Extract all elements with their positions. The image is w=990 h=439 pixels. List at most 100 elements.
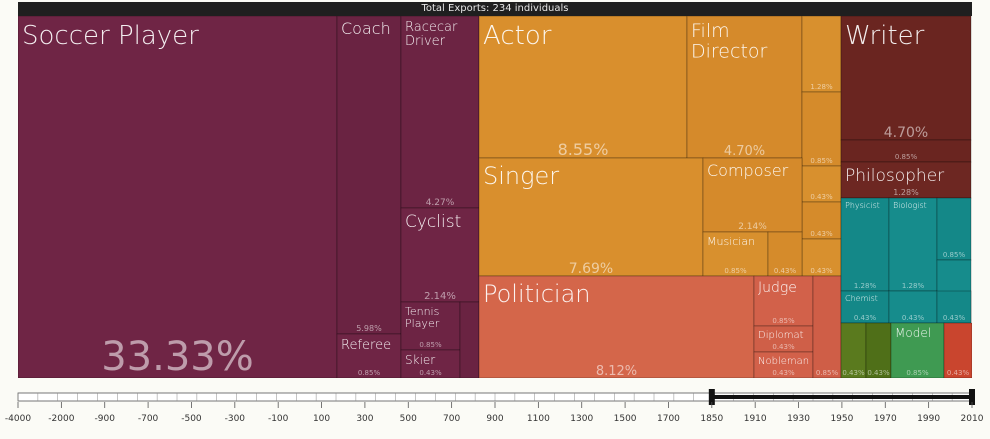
tile-biologist[interactable]: Biologist 1.28%: [888, 197, 938, 292]
tile-referee[interactable]: Referee 0.85%: [336, 333, 402, 378]
timeline-slider[interactable]: -4000 -2000 -900 -700 -500 -300 -100 100 300 500 7…: [0, 384, 990, 439]
treemap[interactable]: Soccer Player 33.33% Coach 5.98% Referee 0.85…: [18, 16, 972, 378]
tile-gov-a[interactable]: 0.85%: [812, 275, 842, 378]
timeline-tick-label: -900: [95, 414, 116, 424]
tile-sci-a[interactable]: 0.85%: [936, 197, 972, 261]
tile-nobleman[interactable]: Nobleman 0.43%: [753, 351, 814, 378]
tile-physicist[interactable]: Physicist 1.28%: [840, 197, 890, 292]
tile-arts-f[interactable]: 0.43%: [767, 231, 803, 277]
tile-racecar[interactable]: Racecar Driver 4.27%: [400, 16, 480, 209]
tile-rect: [702, 231, 769, 277]
tile-model[interactable]: Model 0.85%: [890, 322, 945, 378]
tile-arts-c[interactable]: 0.43%: [801, 165, 842, 203]
tile-share: 4.70%: [724, 144, 765, 159]
timeline-tick-label: 1700: [657, 414, 680, 424]
tile-share: 8.12%: [596, 364, 637, 378]
tile-chemist[interactable]: Chemist 0.43%: [840, 290, 890, 324]
timeline-tick-label: 1850: [700, 414, 723, 424]
tile-rect: [840, 161, 972, 199]
tile-share: 0.85%: [810, 157, 833, 165]
tile-rect: [459, 301, 480, 378]
timeline-tick-label: -4000: [5, 414, 31, 424]
tile-rect: [936, 197, 972, 261]
tile-diplomat[interactable]: Diplomat 0.43%: [753, 325, 814, 353]
tile-share: 0.43%: [854, 314, 877, 322]
tile-label: Coach: [341, 19, 391, 38]
tile-rect: [840, 322, 867, 378]
tile-label: Judge: [758, 280, 797, 296]
tile-rect: [400, 207, 480, 303]
tile-sci-c[interactable]: 0.43%: [888, 290, 938, 324]
tile-label: Musician: [707, 235, 755, 248]
tile-cyclist[interactable]: Cyclist 2.14%: [400, 207, 480, 303]
tile-composer[interactable]: Composer 2.14%: [702, 157, 803, 233]
timeline-handle-end[interactable]: [969, 389, 975, 405]
tile-rect: [801, 16, 842, 93]
tile-share: 0.43%: [810, 193, 833, 201]
tile-rect: [753, 351, 814, 378]
tile-rect: [865, 322, 892, 378]
tile-skier[interactable]: Skier 0.43%: [400, 349, 461, 378]
tile-rect: [801, 91, 842, 167]
tile-share: 4.27%: [426, 198, 455, 208]
timeline-handle-start[interactable]: [708, 389, 715, 405]
timeline-tick-label: 1300: [570, 414, 593, 424]
timeline-tick-label: 1990: [917, 414, 940, 424]
tile-share: 0.85%: [816, 369, 839, 377]
tile-label: Biologist: [893, 201, 927, 210]
tile-judge[interactable]: Judge 0.85%: [753, 275, 814, 327]
tile-rect: [840, 197, 890, 292]
timeline-tick-label: -100: [268, 414, 289, 424]
tile-share: 0.43%: [419, 369, 442, 377]
tile-philosopher[interactable]: Philosopher 1.28%: [840, 161, 972, 199]
tile-arts-e[interactable]: 0.43%: [801, 238, 842, 277]
tile-share: 0.43%: [902, 314, 925, 322]
tile-share: 0.43%: [774, 267, 797, 275]
tile-label: Politician: [483, 280, 591, 308]
tile-politician[interactable]: Politician 8.12%: [478, 275, 755, 378]
tile-share: 0.85%: [906, 369, 929, 377]
tile-rect: [888, 197, 938, 292]
tile-misc-a[interactable]: 0.43%: [943, 322, 972, 378]
tile-label: Actor: [483, 21, 552, 51]
timeline-tick-label: 1910: [744, 414, 767, 424]
tile-label: Writer: [845, 21, 925, 51]
tile-sci-d[interactable]: 0.43%: [936, 290, 972, 324]
tile-rect: [336, 16, 402, 335]
tile-tennis[interactable]: Tennis Player 0.85%: [400, 301, 461, 351]
tile-coach[interactable]: Coach 5.98%: [336, 16, 402, 335]
tile-share: 1.28%: [893, 188, 919, 197]
tile-rect: [400, 349, 461, 378]
tile-arts-b[interactable]: 0.85%: [801, 91, 842, 167]
tile-share: 0.85%: [419, 341, 442, 349]
timeline-tick-label: 1100: [527, 414, 550, 424]
tile-label: Diplomat: [758, 330, 804, 341]
tile-label: Physicist: [845, 201, 880, 210]
tile-hum-a[interactable]: 0.85%: [840, 139, 972, 163]
tile-arts-d[interactable]: 0.43%: [801, 201, 842, 240]
tile-singer[interactable]: Singer 7.69%: [478, 157, 704, 277]
tile-share: 1.28%: [902, 282, 925, 290]
tile-share: 0.43%: [867, 369, 890, 377]
tile-rect: [400, 16, 480, 209]
tile-filmdir[interactable]: Film Director 4.70%: [686, 16, 803, 159]
tile-share: 0.85%: [772, 317, 795, 325]
tile-actor[interactable]: Actor 8.55%: [478, 16, 688, 159]
tile-writer[interactable]: Writer 4.70%: [840, 16, 972, 141]
timeline-tick-label: -300: [225, 414, 246, 424]
timeline-selected-range[interactable]: [711, 395, 972, 399]
tile-share: 0.43%: [810, 267, 833, 275]
tile-rect: [478, 16, 688, 159]
tile-musician[interactable]: Musician 0.85%: [702, 231, 769, 277]
tile-rect: [753, 275, 814, 327]
tile-health-b[interactable]: 0.43%: [865, 322, 892, 378]
timeline-tick-label: 900: [486, 414, 503, 424]
tile-sports-small[interactable]: [459, 301, 480, 378]
tile-soccer[interactable]: Soccer Player 33.33%: [18, 16, 338, 378]
timeline-tick-label: 300: [356, 414, 373, 424]
tile-share: 0.43%: [810, 230, 833, 238]
tile-health-a[interactable]: 0.43%: [840, 322, 867, 378]
tile-arts-a[interactable]: 1.28%: [801, 16, 842, 93]
timeline-tick-label: -700: [138, 414, 159, 424]
tile-share: 0.43%: [943, 314, 966, 322]
